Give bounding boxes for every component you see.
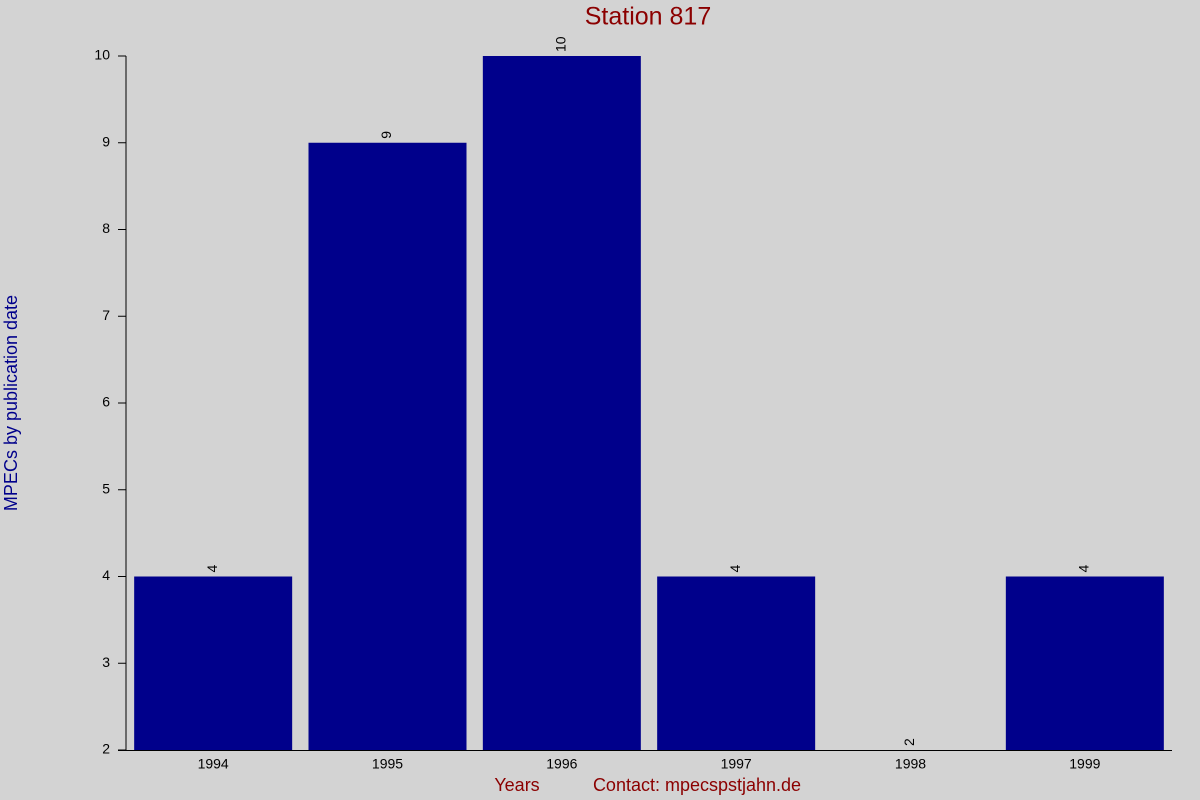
bar bbox=[134, 576, 293, 750]
y-tick-label: 5 bbox=[102, 480, 110, 496]
y-tick-label: 2 bbox=[102, 741, 110, 757]
y-tick-label: 8 bbox=[102, 220, 110, 236]
data-label: 4 bbox=[727, 565, 743, 573]
y-axis-label: MPECs by publication date bbox=[1, 295, 21, 511]
y-tick-label: 6 bbox=[102, 394, 110, 410]
data-label: 2 bbox=[901, 738, 917, 746]
chart-title: Station 817 bbox=[585, 3, 712, 31]
x-tick-label: 1995 bbox=[372, 756, 403, 772]
y-tick-label: 9 bbox=[102, 133, 110, 149]
y-tick-label: 7 bbox=[102, 307, 110, 323]
y-tick-label: 4 bbox=[102, 567, 110, 583]
data-label: 9 bbox=[378, 131, 394, 139]
bar bbox=[308, 142, 467, 750]
y-tick-label: 3 bbox=[102, 654, 110, 670]
x-tick-label: 1994 bbox=[198, 756, 229, 772]
data-label: 4 bbox=[1076, 565, 1092, 573]
y-tick-label: 10 bbox=[94, 47, 110, 63]
x-tick-label: 1999 bbox=[1069, 756, 1100, 772]
footer: Contact: mpecspstjahn.de bbox=[593, 775, 801, 795]
bar bbox=[1005, 576, 1164, 750]
bar bbox=[657, 576, 816, 750]
data-label: 4 bbox=[204, 565, 220, 573]
x-tick-label: 1996 bbox=[546, 756, 577, 772]
bar bbox=[482, 56, 641, 750]
x-tick-label: 1998 bbox=[895, 756, 926, 772]
x-tick-label: 1997 bbox=[721, 756, 752, 772]
data-label: 10 bbox=[553, 36, 569, 52]
x-axis-label: Years bbox=[494, 775, 539, 795]
